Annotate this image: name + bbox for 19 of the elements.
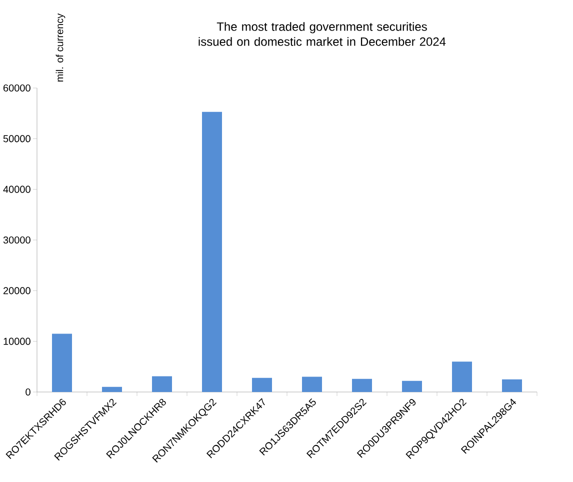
y-tick-label: 0 [26, 388, 30, 396]
chart-title: The most traded government securities issued on domestic market in December 2024 [198, 22, 446, 46]
y-tick-label: 50000 [3, 135, 30, 142]
bar [152, 376, 172, 392]
bar [452, 362, 472, 392]
bar [102, 386, 122, 392]
bar [352, 378, 372, 392]
y-tick-label: 20000 [3, 287, 30, 294]
bar [402, 380, 422, 392]
bar [302, 376, 322, 392]
bar [502, 379, 522, 392]
y-tick-label: 30000 [3, 236, 30, 244]
y-tick-label: 10000 [4, 338, 30, 345]
y-axis-title: mil. of currency [56, 13, 66, 82]
bar [202, 112, 222, 392]
bar [252, 378, 272, 392]
y-tick-label: 40000 [3, 186, 30, 193]
bar [52, 334, 72, 392]
y-tick-label: 60000 [3, 84, 30, 92]
